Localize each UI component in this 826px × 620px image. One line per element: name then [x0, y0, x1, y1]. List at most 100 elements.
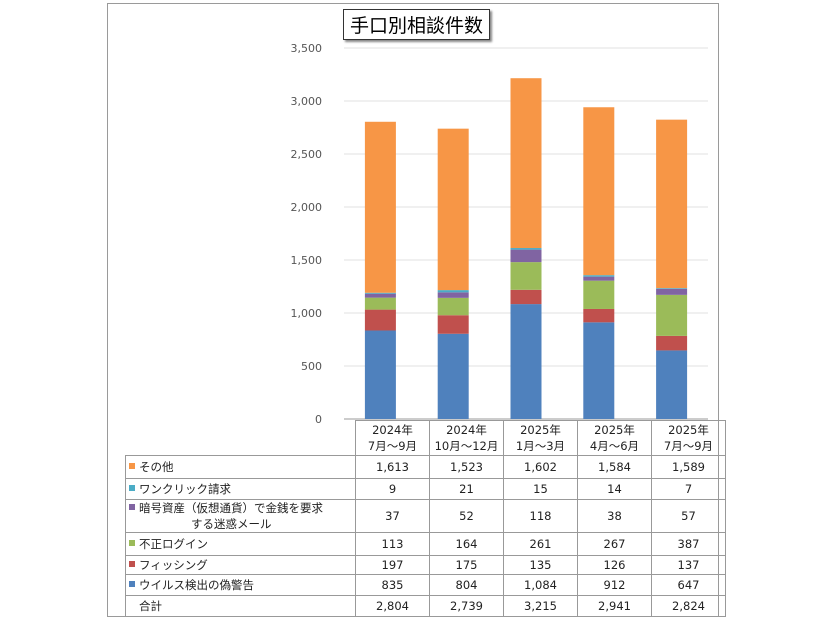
data-label: 14: [577, 478, 652, 500]
y-tick-label: 1,500: [291, 254, 323, 267]
bar-segment: [437, 297, 469, 316]
y-tick-label: 500: [301, 360, 322, 373]
total-value: 2,739: [429, 595, 504, 617]
data-label: 38: [577, 499, 652, 533]
bar-segment: [583, 308, 615, 323]
data-label: 57: [651, 499, 726, 533]
bar-segment: [656, 288, 688, 289]
total-value: 3,215: [503, 595, 578, 617]
legend-label: 暗号資産（仮想通貨）で金銭を要求 する迷惑メール: [139, 501, 323, 531]
legend-swatch: [129, 463, 135, 469]
data-label: 126: [577, 555, 652, 575]
data-label: 647: [651, 574, 726, 596]
data-label: 135: [503, 555, 578, 575]
data-label: 1,602: [503, 455, 578, 479]
bar-segment: [364, 292, 396, 294]
bar-segment: [583, 107, 615, 276]
y-tick-label: 2,000: [291, 201, 323, 214]
bar-segment: [437, 292, 469, 298]
bar-segment: [437, 128, 469, 291]
chart-title: 手口別相談件数: [343, 9, 491, 40]
data-label: 15: [503, 478, 578, 500]
data-label: 1,523: [429, 455, 504, 479]
data-label: 197: [355, 555, 430, 575]
table-row: フィッシング 197 175 135 126 137: [125, 555, 726, 575]
table-row: 不正ログイン 113 164 261 267 387: [125, 532, 726, 556]
data-label: 387: [651, 532, 726, 556]
data-label: 9: [355, 478, 430, 500]
table-row: ワンクリック請求 9 21 15 14 7: [125, 478, 726, 500]
bar-segment: [364, 293, 396, 298]
bar-segment: [656, 288, 688, 295]
legend-swatch: [129, 540, 135, 546]
bar-segment: [437, 290, 469, 293]
data-label: 1,589: [651, 455, 726, 479]
bar-segment: [583, 280, 615, 309]
legend-swatch: [129, 504, 135, 510]
data-label: 835: [355, 574, 430, 596]
data-label: 7: [651, 478, 726, 500]
table-row: ウイルス検出の偽警告 835 804 1,084 912 647: [125, 574, 726, 596]
bar-segment: [583, 275, 615, 277]
data-label: 164: [429, 532, 504, 556]
x-tick-label: 2025年 4月～6月: [577, 420, 652, 456]
legend-label: ワンクリック請求: [139, 482, 231, 496]
data-label: 1,613: [355, 455, 430, 479]
legend-label: フィッシング: [139, 558, 208, 572]
bar-segment: [510, 248, 542, 250]
x-tick-label: 2024年 10月～12月: [429, 420, 504, 456]
table-row: 暗号資産（仮想通貨）で金銭を要求 する迷惑メール 37 52 118 38 57: [125, 499, 726, 533]
legend-swatch: [129, 485, 135, 491]
bar-segment: [437, 333, 469, 419]
y-tick-label: 2,500: [291, 148, 323, 161]
data-label: 175: [429, 555, 504, 575]
bar-segment: [437, 315, 469, 334]
data-label: 113: [355, 532, 430, 556]
x-tick-label: 2025年 1月～3月: [503, 420, 578, 456]
total-label: 合計: [125, 595, 356, 617]
total-value: 2,804: [355, 595, 430, 617]
bar-segment: [364, 297, 396, 310]
table-corner: [125, 420, 356, 456]
bar-segment: [510, 262, 542, 290]
data-label: 267: [577, 532, 652, 556]
bar-segment: [583, 276, 615, 281]
bar-segment: [656, 350, 688, 419]
data-label: 1,584: [577, 455, 652, 479]
data-label: 912: [577, 574, 652, 596]
legend-swatch: [129, 561, 135, 567]
y-tick-label: 3,500: [291, 42, 323, 55]
bar-segment: [510, 289, 542, 305]
bar-segment: [656, 294, 688, 336]
data-label: 37: [355, 499, 430, 533]
y-tick-label: 3,000: [291, 95, 323, 108]
legend-label: その他: [139, 460, 174, 474]
legend-swatch: [129, 581, 135, 587]
y-tick-label: 1,000: [291, 307, 323, 320]
legend-label: ウイルス検出の偽警告: [139, 578, 254, 592]
chart-frame: [107, 3, 719, 617]
y-tick-label: 0: [315, 413, 322, 426]
total-value: 2,941: [577, 595, 652, 617]
data-label: 261: [503, 532, 578, 556]
table-row-total: 合計 2,804 2,739 3,215 2,941 2,824: [125, 595, 726, 617]
bar-segment: [583, 322, 615, 419]
bar-segment: [510, 304, 542, 419]
bar-segment: [510, 78, 542, 249]
data-label: 21: [429, 478, 504, 500]
x-tick-label: 2025年 7月～9月: [651, 420, 726, 456]
legend-label: 不正ログイン: [139, 537, 208, 551]
x-tick-label: 2024年 7月～9月: [355, 420, 430, 456]
bar-segment: [364, 330, 396, 419]
data-label: 118: [503, 499, 578, 533]
data-table: 2024年 7月～9月 2024年 10月～12月 2025年 1月～3月 2025年 4月～…: [125, 420, 726, 617]
bar-segment: [656, 119, 688, 289]
bar-segment: [364, 121, 396, 293]
data-label: 137: [651, 555, 726, 575]
bar-segment: [510, 249, 542, 263]
data-label: 52: [429, 499, 504, 533]
bar-segment: [364, 309, 396, 331]
total-value: 2,824: [651, 595, 726, 617]
